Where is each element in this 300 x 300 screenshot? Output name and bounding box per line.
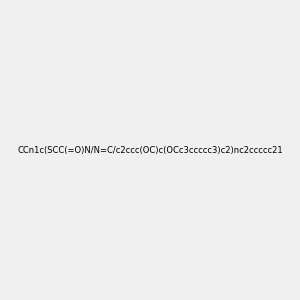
Text: CCn1c(SCC(=O)N/N=C/c2ccc(OC)c(OCc3ccccc3)c2)nc2ccccc21: CCn1c(SCC(=O)N/N=C/c2ccc(OC)c(OCc3ccccc3… [17,146,283,154]
